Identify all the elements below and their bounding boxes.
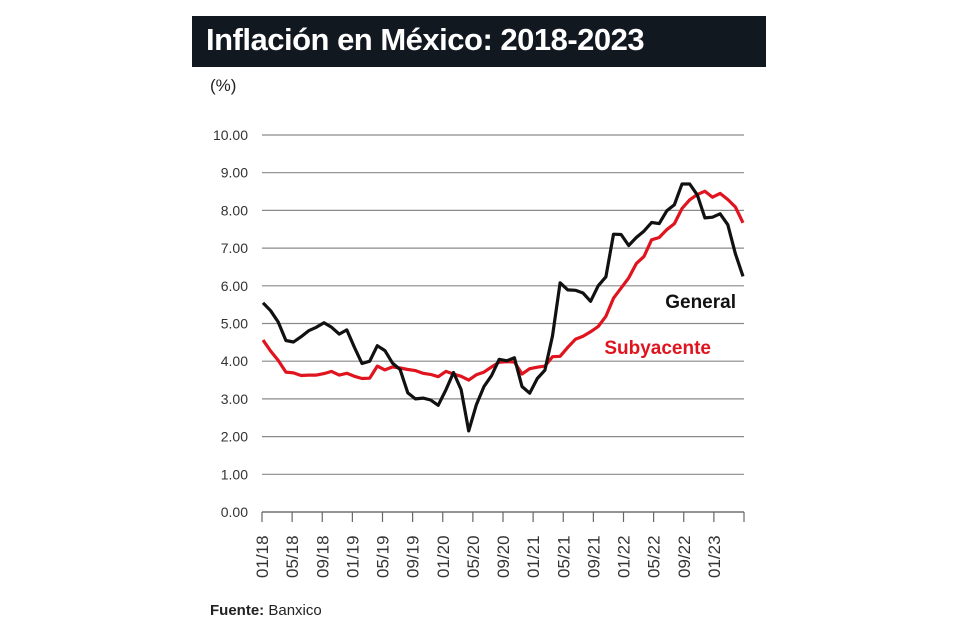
y-tick-label: 6.00 (221, 278, 248, 294)
x-tick-label: 01/21 (524, 535, 543, 578)
y-tick-label: 8.00 (221, 202, 248, 218)
y-tick-label: 4.00 (221, 353, 248, 369)
y-tick-label: 2.00 (221, 429, 248, 445)
y-tick-label: 7.00 (221, 240, 248, 256)
y-tick-label: 5.00 (221, 316, 248, 332)
y-tick-label: 9.00 (221, 165, 248, 181)
x-tick-label: 05/18 (283, 535, 302, 578)
legend-label-subyacente: Subyacente (604, 338, 711, 359)
series-line-general (261, 182, 745, 433)
chart-title: Inflación en México: 2018-2023 (206, 22, 645, 57)
legend-label-general: General (665, 292, 736, 313)
x-tick-label: 01/20 (434, 535, 453, 578)
x-tick-label: 09/22 (675, 535, 694, 578)
series-line-subyacente (261, 189, 745, 382)
y-axis-unit-label: (%) (210, 76, 237, 95)
x-tick-label: 05/21 (554, 535, 573, 578)
x-tick-label: 01/18 (253, 535, 272, 578)
x-tick-label: 05/19 (374, 535, 393, 578)
title-bar: Inflación en México: 2018-2023 (192, 16, 766, 67)
y-tick-label: 3.00 (221, 391, 248, 407)
x-tick-label: 01/22 (615, 535, 634, 578)
source-label: Fuente: (210, 602, 265, 619)
x-tick-label: 01/23 (705, 535, 724, 578)
y-tick-label: 1.00 (221, 466, 248, 482)
source-value: Banxico (268, 602, 322, 619)
x-tick-label: 09/21 (584, 535, 603, 578)
x-tick-label: 09/18 (313, 535, 332, 578)
x-tick-label: 09/19 (404, 535, 423, 578)
y-tick-label: 10.00 (213, 127, 248, 143)
x-tick-label: 05/22 (645, 535, 664, 578)
x-tick-label: 09/20 (494, 535, 513, 578)
x-tick-label: 01/19 (343, 535, 362, 578)
y-tick-label: 0.00 (221, 504, 248, 520)
x-tick-label: 05/20 (464, 535, 483, 578)
source-note: Fuente: Banxico (210, 602, 322, 619)
